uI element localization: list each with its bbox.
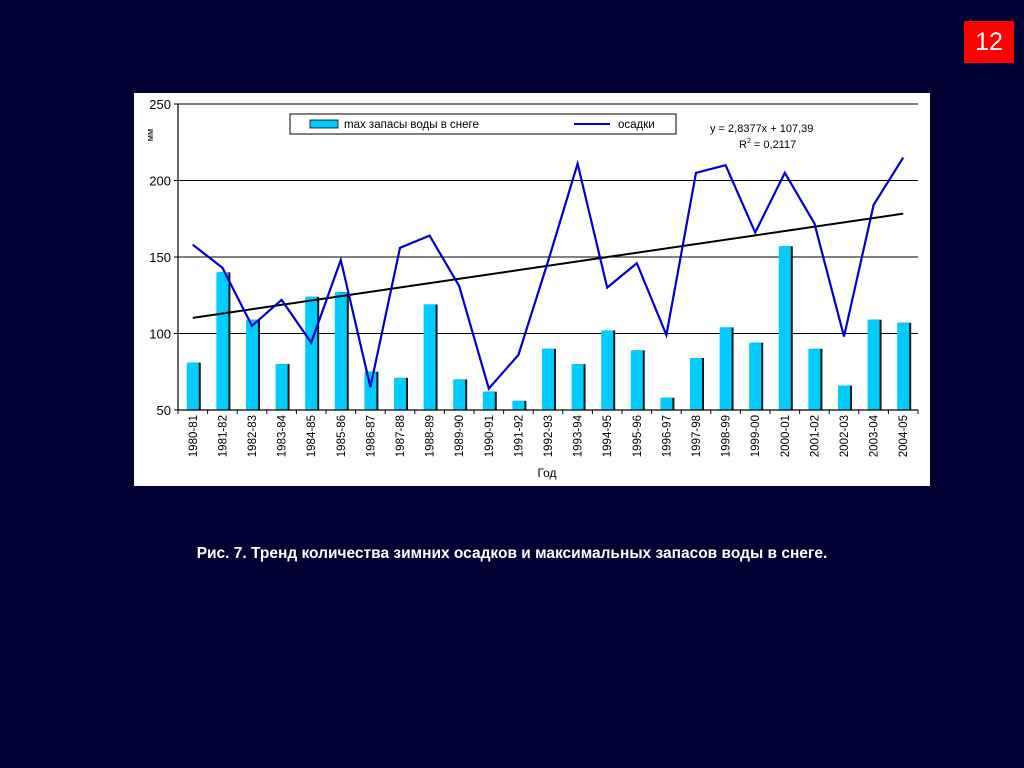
axes	[177, 104, 918, 411]
precipitation-line	[192, 156, 905, 391]
x-tick-label: 2002-03	[839, 415, 851, 457]
x-tick-label: 1999-00	[750, 415, 762, 457]
r2-label: R	[739, 139, 747, 151]
x-tick-labels: 1980-81 1981-82 1982-83 1983-84 1984-85 1985-…	[177, 410, 919, 457]
bar	[867, 319, 880, 410]
x-tick-label: 2003-04	[869, 414, 881, 457]
y-tick-label: 200	[149, 174, 171, 189]
bar	[216, 272, 229, 410]
x-tick-label: 1993-94	[573, 414, 585, 457]
bar	[275, 364, 288, 410]
x-tick-label: 1989-90	[454, 415, 466, 457]
x-tick-label: 1997-98	[691, 415, 703, 457]
x-tick-label: 1987-88	[395, 415, 407, 457]
bar	[778, 246, 791, 410]
trendline-equation: y = 2,8377x + 107,39	[710, 123, 813, 135]
legend: max запасы воды в снеге осадки	[289, 113, 677, 135]
bar	[719, 327, 732, 410]
x-tick-label: 1995-96	[632, 415, 644, 457]
trendline	[192, 212, 904, 319]
x-tick-label: 1998-99	[721, 415, 733, 457]
legend-box	[289, 113, 677, 135]
bar	[542, 348, 554, 410]
legend-bar-label: max запасы воды в снеге	[344, 119, 479, 131]
chart: 50 100 150 200 250 1980-81 1981-82 1982-83 1983…	[145, 97, 919, 480]
x-tick-label: 1985-86	[336, 415, 348, 457]
chart-panel: 50 100 150 200 250 1980-81 1981-82 1982-83 1983…	[134, 93, 930, 486]
line-series	[192, 156, 905, 391]
bar	[749, 342, 762, 410]
y-tick-label: 50	[157, 403, 171, 418]
x-tick-label: 1980-81	[188, 415, 200, 457]
bar	[897, 322, 910, 410]
y-tick-label: 100	[149, 327, 171, 342]
x-tick-label: 1990-91	[484, 415, 496, 457]
r2-superscript: 2	[747, 138, 751, 145]
bar	[186, 362, 199, 410]
x-tick-label: 1996-97	[661, 415, 673, 457]
bar	[482, 391, 495, 410]
x-tick-label: 1983-84	[277, 414, 289, 457]
bar	[305, 296, 318, 410]
x-tick-label: 1988-89	[425, 415, 437, 457]
x-axis-label: Год	[537, 466, 556, 480]
trendline-r2: R2 = 0,2117	[739, 138, 796, 151]
bar	[601, 330, 614, 410]
x-tick-label: 2004-05	[898, 415, 910, 457]
bar	[364, 371, 377, 410]
trendline-annotation: y = 2,8377x + 107,39 R2 = 0,2117	[710, 123, 813, 151]
x-tick-label: 1991-92	[513, 415, 525, 457]
x-tick-label: 2001-02	[809, 415, 821, 457]
bar	[660, 397, 673, 410]
y-tick-label: 250	[149, 97, 171, 112]
r2-value: = 0,2117	[751, 139, 796, 151]
bar	[246, 319, 258, 410]
bar	[334, 292, 347, 410]
x-tick-label: 1981-82	[217, 415, 229, 457]
bar-series	[186, 246, 912, 410]
bar	[512, 400, 525, 410]
x-tick-label: 1986-87	[365, 415, 377, 457]
y-tick-label: 150	[149, 250, 171, 265]
legend-bar-swatch	[309, 119, 339, 129]
y-tick-labels: 50 100 150 200 250	[149, 97, 171, 418]
bar	[423, 304, 436, 410]
x-tick-label: 1984-85	[306, 415, 318, 457]
x-tick-label: 1982-83	[247, 415, 259, 457]
x-tick-label: 1994-95	[602, 415, 614, 457]
bar	[838, 385, 850, 410]
bar	[394, 377, 406, 410]
y-axis-label: мм	[145, 129, 155, 141]
bar	[630, 350, 643, 410]
x-tick-label: 1992-93	[543, 415, 555, 457]
legend-line-label: осадки	[618, 119, 655, 131]
figure-caption: Рис. 7. Тренд количества зимних осадков …	[196, 545, 828, 562]
trendline-group	[192, 212, 904, 319]
x-tick-label: 2000-01	[780, 415, 792, 457]
slide-number-badge: 12	[964, 21, 1014, 63]
bar	[808, 348, 821, 410]
bar	[453, 379, 466, 410]
bar	[571, 364, 584, 410]
bar	[690, 357, 702, 410]
